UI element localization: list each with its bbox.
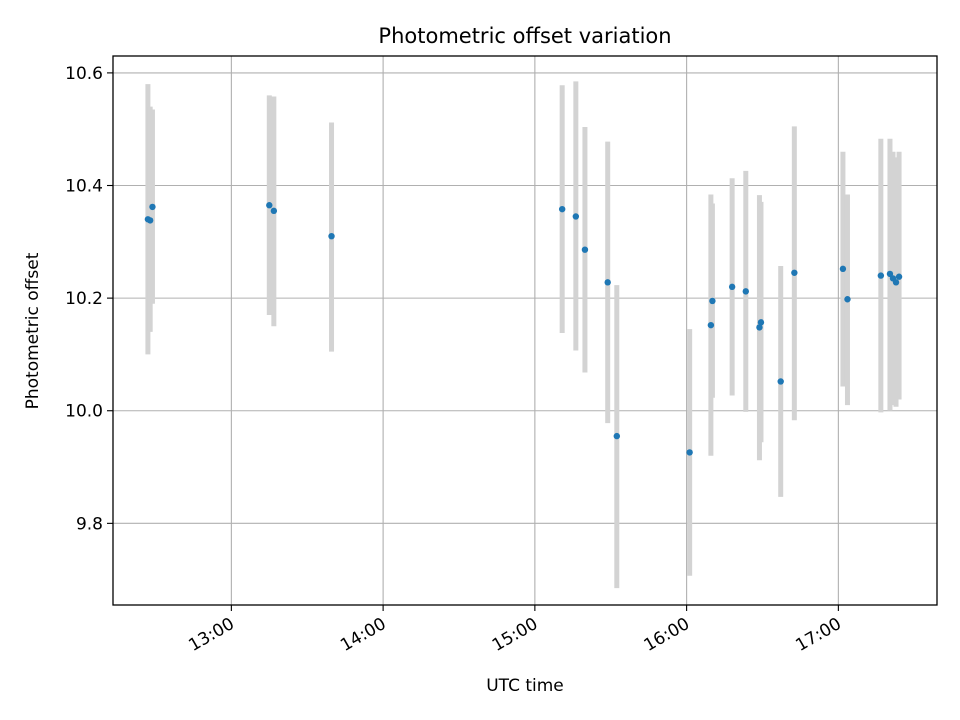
y-axis-label: Photometric offset xyxy=(23,252,43,409)
data-point xyxy=(558,205,566,213)
data-point xyxy=(328,232,335,240)
data-point xyxy=(581,246,589,253)
chart-title: Photometric offset variation xyxy=(378,24,671,48)
data-point xyxy=(146,217,154,224)
data-point xyxy=(266,202,273,209)
data-point xyxy=(613,432,621,440)
data-point xyxy=(877,272,885,279)
y-tick-label: 9.8 xyxy=(76,514,103,534)
y-tick-label: 10.6 xyxy=(65,64,103,84)
data-point xyxy=(742,288,749,295)
grid xyxy=(113,56,937,605)
y-tick-label: 10.4 xyxy=(65,177,103,197)
y-tick-label: 10.2 xyxy=(65,289,103,309)
x-axis-label: UTC time xyxy=(486,676,564,696)
data-point xyxy=(886,270,894,278)
data-point xyxy=(895,273,903,280)
data-point xyxy=(892,279,900,286)
data-point xyxy=(844,296,851,303)
data-point xyxy=(604,279,611,286)
data-point xyxy=(686,449,693,456)
data-point xyxy=(270,207,278,215)
data-point xyxy=(791,269,798,276)
data-points xyxy=(144,202,903,456)
data-point xyxy=(709,297,716,305)
data-point xyxy=(728,283,736,291)
data-point xyxy=(756,324,763,331)
data-point xyxy=(839,265,847,273)
data-point xyxy=(149,203,156,211)
data-point xyxy=(707,321,715,329)
plot-frame xyxy=(112,55,938,606)
data-point xyxy=(777,378,784,385)
y-tick-label: 10.0 xyxy=(65,402,103,422)
data-point xyxy=(757,319,765,326)
data-point xyxy=(572,213,580,220)
